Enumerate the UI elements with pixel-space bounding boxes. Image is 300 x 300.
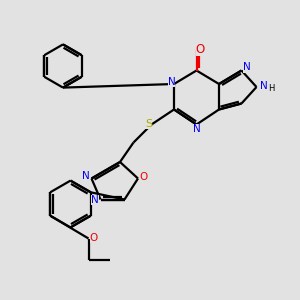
Text: H: H	[268, 84, 275, 93]
Text: O: O	[196, 43, 205, 56]
Text: N: N	[91, 195, 99, 206]
Text: N: N	[168, 76, 176, 87]
Text: N: N	[82, 171, 90, 181]
Text: S: S	[145, 119, 152, 129]
Text: N: N	[243, 62, 251, 73]
Text: N: N	[193, 124, 201, 134]
Text: O: O	[140, 172, 148, 182]
Text: N: N	[260, 81, 268, 92]
Text: O: O	[90, 233, 98, 243]
